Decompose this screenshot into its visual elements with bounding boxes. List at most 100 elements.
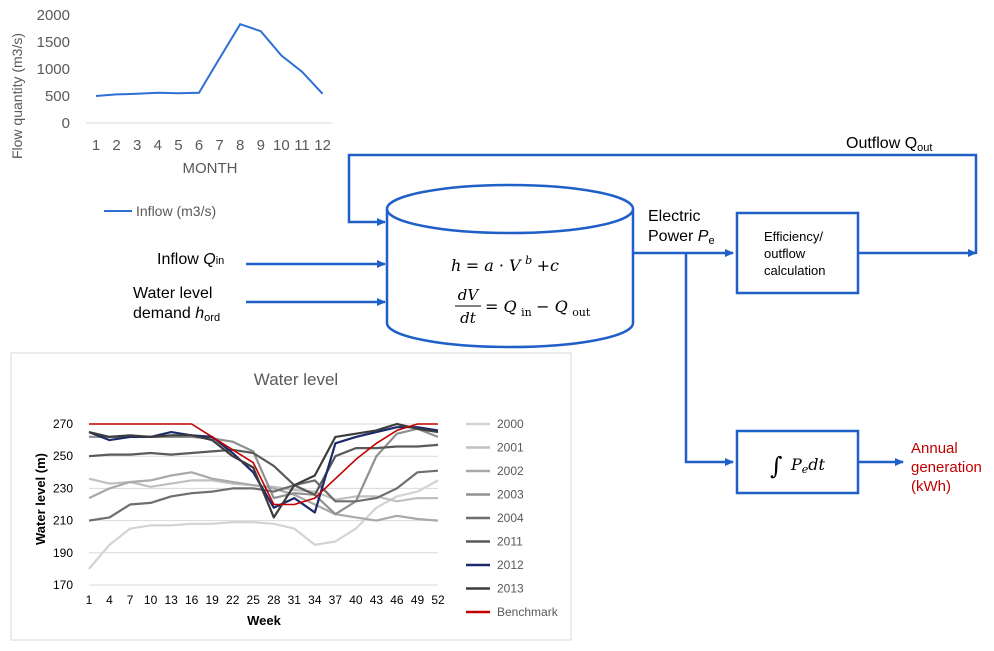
water-level-x-tick: 28 xyxy=(267,593,281,607)
water-level-y-tick: 210 xyxy=(53,514,73,528)
inflow-x-tick-labels: 1 2 3 4 5 6 7 8 9 10 11 12 xyxy=(92,137,331,154)
integral-expression: ∫ Pedt xyxy=(770,452,825,480)
water-level-series-2011 xyxy=(88,443,439,496)
inflow-x-tick: 2 xyxy=(112,137,120,154)
water-level-chart-title: Water level xyxy=(254,370,338,389)
inflow-chart-xlabel: MONTH xyxy=(183,160,238,177)
water-level-x-tick: 46 xyxy=(390,593,404,607)
legend-label: 2013 xyxy=(497,582,524,596)
water-level-x-tick: 40 xyxy=(349,593,363,607)
water-level-x-tick: 34 xyxy=(308,593,322,607)
water-level-x-tick: 25 xyxy=(247,593,261,607)
integral-box xyxy=(735,429,860,495)
water-level-x-tick: 52 xyxy=(431,593,445,607)
inflow-label: Inflow Qin xyxy=(157,251,224,268)
inflow-y-tick-labels: 2000 1500 1000 500 0 xyxy=(37,7,70,132)
svg-text:= Q in − Q: = Q in − Q out xyxy=(485,297,591,320)
inflow-chart-ylabel: Flow quantity (m3/s) xyxy=(9,33,25,159)
eq2-rhs: = Q xyxy=(485,297,517,316)
inflow-x-tick: 8 xyxy=(236,137,244,154)
water-level-y-tick: 190 xyxy=(53,546,73,560)
inflow-x-tick: 6 xyxy=(195,137,203,154)
eq1-exp: b xyxy=(525,254,532,267)
efficiency-label-line1: Efficiency/ xyxy=(764,229,823,244)
water-level-x-tick: 4 xyxy=(106,593,113,607)
storage-equation: h = a · V b +c xyxy=(451,251,559,275)
legend-label: 2003 xyxy=(497,488,524,502)
water-level-series-2002 xyxy=(88,471,439,522)
water-level-series-benchmark xyxy=(89,423,438,506)
inflow-x-tick: 4 xyxy=(154,137,162,154)
eq2-minus: − Q xyxy=(536,297,568,316)
water-level-chart: Water level Water level (m) Week 170 190 2… xyxy=(10,352,572,641)
water-level-series xyxy=(88,422,439,570)
water-level-y-tick: 250 xyxy=(53,449,73,463)
water-level-chart-ylabel: Water level (m) xyxy=(33,453,48,545)
inflow-series-line xyxy=(95,22,324,97)
eq1-h: h xyxy=(451,256,461,275)
balance-equation: dV dt = Q in − Q out xyxy=(455,286,591,327)
inflow-y-tick: 1000 xyxy=(37,61,70,78)
power-label-line2: Power Pe xyxy=(648,228,715,247)
water-level-x-tick: 7 xyxy=(127,593,134,607)
inflow-y-tick: 0 xyxy=(62,115,70,132)
demand-label-line2: demand hord xyxy=(133,305,220,324)
svg-text:h = a · V b: h = a · V b +c xyxy=(451,251,559,275)
efficiency-label-line2: outflow xyxy=(764,246,806,261)
inflow-chart: Flow quantity (m3/s) 2000 1500 1000 500 … xyxy=(9,7,332,219)
outflow-loop-arrow xyxy=(347,153,978,254)
legend-label: Benchmark xyxy=(497,605,559,619)
water-level-x-tick: 16 xyxy=(185,593,199,607)
water-level-legend: 2000 2001 2002 2003 2004 2011 2012 2013 Benchmar… xyxy=(466,417,559,619)
water-level-x-tick: 37 xyxy=(329,593,343,607)
water-level-x-tick: 49 xyxy=(411,593,425,607)
water-level-x-tick: 1 xyxy=(86,593,93,607)
inflow-legend-label: Inflow (m3/s) xyxy=(136,203,216,219)
legend-label: 2004 xyxy=(497,511,524,525)
flow-diagram: h = a · V b +c dV dt = Q in − Q out Infl… xyxy=(133,135,982,495)
water-level-x-tick: 13 xyxy=(164,593,178,607)
inflow-y-tick: 2000 xyxy=(37,7,70,24)
legend-label: 2011 xyxy=(497,535,523,549)
inflow-x-tick: 1 xyxy=(92,137,100,154)
inflow-x-tick: 5 xyxy=(174,137,182,154)
eq1-tail: +c xyxy=(537,256,559,275)
water-level-x-tick: 19 xyxy=(205,593,219,607)
legend-label: 2002 xyxy=(497,464,524,478)
water-level-y-tick: 270 xyxy=(53,417,73,431)
inflow-y-tick: 1500 xyxy=(37,34,70,51)
demand-label-line1: Water level xyxy=(133,285,212,302)
inflow-x-tick: 3 xyxy=(133,137,141,154)
water-level-y-tick: 230 xyxy=(53,481,73,495)
power-to-integral-arrow xyxy=(684,253,734,466)
legend-label: 2001 xyxy=(497,441,524,455)
water-level-x-tick-labels: 1 4 7 10 13 16 19 22 25 28 31 34 37 40 43 46 49 52 xyxy=(86,593,445,607)
inflow-x-tick: 11 xyxy=(294,137,310,154)
eq2-denominator: dt xyxy=(460,309,477,327)
water-level-x-tick: 22 xyxy=(226,593,240,607)
eq2-out: out xyxy=(572,306,591,319)
annual-label-line2: generation xyxy=(911,459,982,476)
water-level-chart-frame xyxy=(10,352,572,641)
inflow-x-tick: 10 xyxy=(273,137,290,154)
eq2-numerator: dV xyxy=(458,286,481,304)
inflow-x-tick: 7 xyxy=(215,137,223,154)
legend-label: 2000 xyxy=(497,417,524,431)
water-level-x-tick: 43 xyxy=(370,593,384,607)
water-level-y-tick: 170 xyxy=(53,578,73,592)
reservoir-cylinder xyxy=(385,183,635,349)
legend-label: 2012 xyxy=(497,558,524,572)
water-level-x-tick: 10 xyxy=(144,593,158,607)
power-label-line1: Electric xyxy=(648,208,700,225)
water-level-chart-xlabel: Week xyxy=(247,613,281,628)
water-level-series-2000 xyxy=(88,479,439,570)
annual-label-line3: (kWh) xyxy=(911,478,951,495)
efficiency-label-line3: calculation xyxy=(764,263,825,278)
efficiency-box xyxy=(735,211,860,295)
inflow-x-tick: 9 xyxy=(257,137,265,154)
eq2-in: in xyxy=(521,306,532,319)
water-level-series-2013 xyxy=(88,422,439,519)
annual-label-line1: Annual xyxy=(911,440,958,457)
